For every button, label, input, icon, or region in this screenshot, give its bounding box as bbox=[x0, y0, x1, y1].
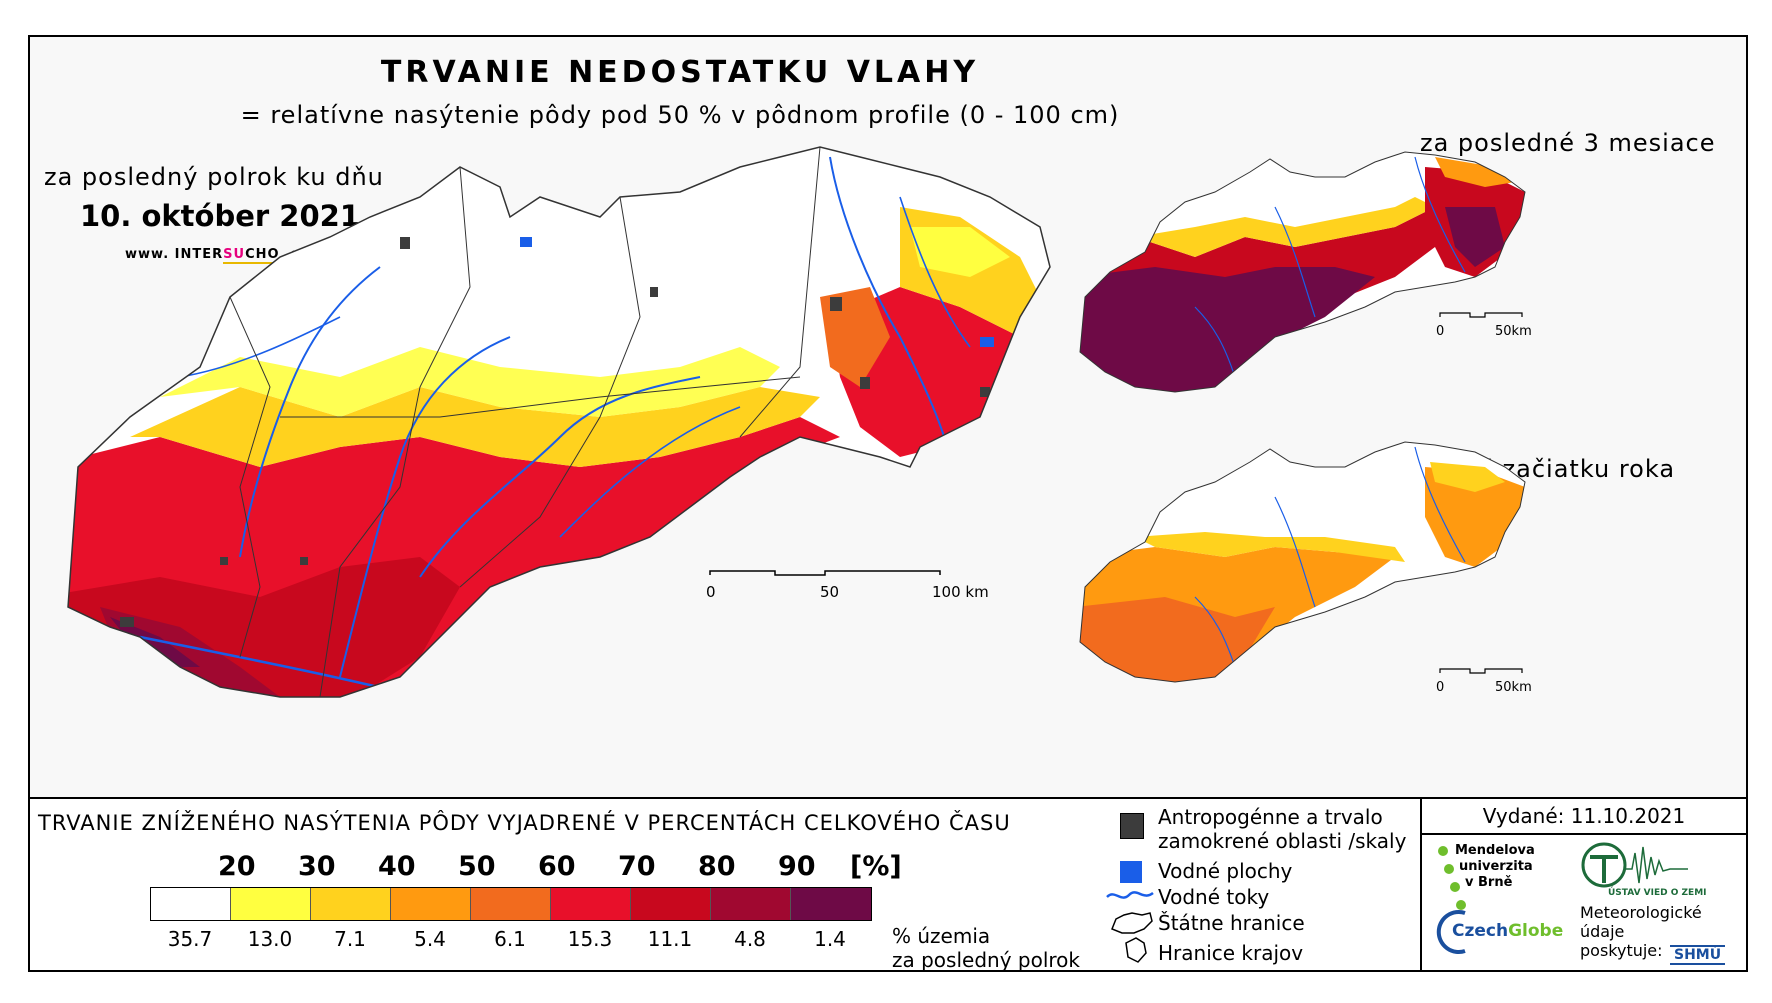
color-swatch bbox=[231, 888, 311, 920]
state-border-label: Štátne hranice bbox=[1158, 911, 1305, 935]
color-swatch bbox=[791, 888, 871, 920]
color-swatch bbox=[391, 888, 471, 920]
legend-panel: TRVANIE ZNÍŽENÉHO NASÝTENIA PÔDY VYJADRE… bbox=[30, 799, 1746, 972]
svg-text:50km: 50km bbox=[1495, 680, 1532, 695]
area-percent: 1.4 bbox=[814, 927, 846, 951]
color-swatch bbox=[311, 888, 391, 920]
ustav-text: ÚSTAV VIED O ZEMI bbox=[1608, 888, 1707, 898]
area-percent: 15.3 bbox=[567, 927, 613, 951]
anthropogenic-label: Antropogénne a trvalo zamokrené oblasti … bbox=[1158, 805, 1407, 853]
svg-text:0: 0 bbox=[1436, 680, 1444, 695]
legend-separator bbox=[1420, 799, 1422, 970]
legend-title: TRVANIE ZNÍŽENÉHO NASÝTENIA PÔDY VYJADRE… bbox=[38, 811, 1011, 835]
color-scale-bar bbox=[150, 887, 872, 921]
mendel-university-logo-icon bbox=[1438, 846, 1466, 910]
region-border-label: Hranice krajov bbox=[1158, 941, 1304, 965]
class-label: 70 bbox=[618, 851, 656, 882]
unit-label: [%] bbox=[850, 851, 902, 882]
svg-text:0: 0 bbox=[706, 583, 716, 601]
water-streams-label: Vodné toky bbox=[1158, 885, 1270, 909]
mendel-university-text: Mendelova univerzita v Brně bbox=[1455, 843, 1535, 890]
region-border-icon bbox=[1125, 937, 1147, 963]
meteo-provider-text: Meteorologické údaje poskytuje: bbox=[1580, 903, 1702, 960]
svg-text:0: 0 bbox=[1436, 324, 1444, 339]
map-panel: TRVANIE NEDOSTATKU VLAHY = relatívne nas… bbox=[30, 37, 1746, 799]
svg-text:50km: 50km bbox=[1495, 324, 1532, 339]
state-border-icon bbox=[1111, 912, 1153, 934]
class-label: 30 bbox=[298, 851, 336, 882]
area-percent: 11.1 bbox=[647, 927, 693, 951]
water-body-swatch-icon bbox=[1120, 861, 1142, 883]
color-swatch bbox=[471, 888, 551, 920]
inset-3m-map bbox=[1079, 151, 1526, 393]
class-label: 60 bbox=[538, 851, 576, 882]
map-frame: TRVANIE NEDOSTATKU VLAHY = relatívne nas… bbox=[28, 35, 1748, 972]
main-drought-map bbox=[67, 146, 1051, 698]
czechglobe-text: CzechGlobe bbox=[1452, 921, 1564, 941]
svg-text:50: 50 bbox=[820, 583, 839, 601]
area-percent: 13.0 bbox=[247, 927, 293, 951]
area-percent: 5.4 bbox=[414, 927, 446, 951]
shmu-logo-icon: SHMÚ bbox=[1670, 945, 1726, 965]
area-percent: 6.1 bbox=[494, 927, 526, 951]
color-swatch bbox=[711, 888, 791, 920]
main-date-label: 10. október 2021 bbox=[80, 199, 361, 233]
class-label: 80 bbox=[698, 851, 736, 882]
issued-date: Vydané: 11.10.2021 bbox=[1422, 799, 1746, 835]
inset-3m-period-label: za posledné 3 mesiace bbox=[1420, 129, 1716, 157]
area-percent: 7.1 bbox=[334, 927, 366, 951]
anthropogenic-swatch-icon bbox=[1120, 813, 1144, 839]
class-label: 90 bbox=[778, 851, 816, 882]
area-percent: 35.7 bbox=[167, 927, 213, 951]
water-bodies-label: Vodné plochy bbox=[1158, 859, 1293, 883]
area-caption: % územia za posledný polrok bbox=[892, 924, 1080, 972]
map-title: TRVANIE NEDOSTATKU VLAHY bbox=[380, 55, 980, 90]
class-label: 40 bbox=[378, 851, 416, 882]
czechglobe-logo-icon bbox=[1436, 910, 1466, 954]
inset-3m-scale-bar: 0 50km bbox=[1436, 312, 1532, 339]
color-swatch bbox=[631, 888, 711, 920]
stream-line-icon bbox=[1106, 891, 1154, 899]
color-swatch bbox=[551, 888, 631, 920]
main-period-label: za posledný polrok ku dňu bbox=[44, 163, 384, 191]
inset-year-scale-bar: 0 50km bbox=[1436, 668, 1532, 695]
svg-text:100 km: 100 km bbox=[932, 583, 989, 601]
main-scale-bar: 0 50 100 km bbox=[706, 570, 989, 601]
class-label: 50 bbox=[458, 851, 496, 882]
inset-year-map bbox=[1079, 441, 1526, 683]
area-percent: 4.8 bbox=[734, 927, 766, 951]
class-label: 20 bbox=[218, 851, 256, 882]
color-swatch bbox=[151, 888, 231, 920]
ustav-vied-o-zemi-logo-icon bbox=[1581, 842, 1688, 888]
map-subtitle: = relatívne nasýtenie pôdy pod 50 % v pô… bbox=[240, 101, 1120, 129]
